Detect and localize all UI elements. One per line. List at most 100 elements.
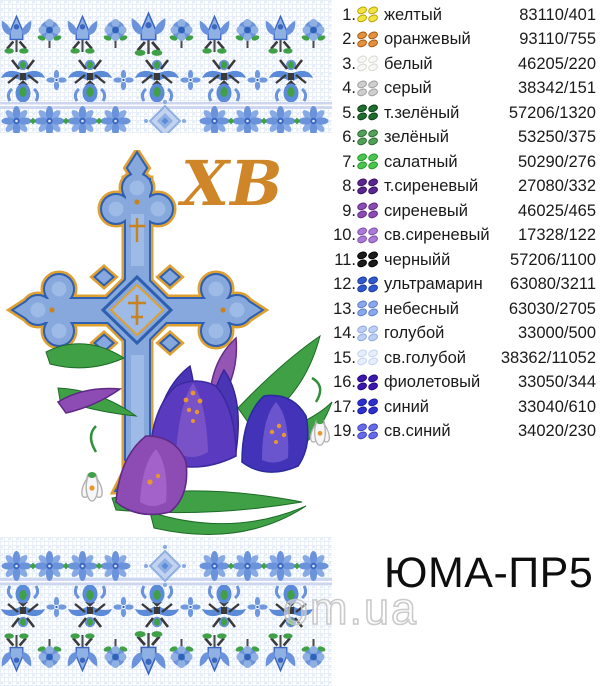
cross-and-flowers-art: [0, 150, 333, 535]
legend-number: 19.: [333, 422, 356, 441]
top-border-svg: [0, 0, 332, 133]
bead-swatch: [356, 348, 379, 367]
bead-swatch: [356, 275, 379, 293]
bead: [367, 79, 379, 89]
legend-bead-code: 93110/755: [519, 30, 596, 49]
legend-row: 3. белый 46205/220: [330, 52, 598, 77]
bead: [367, 234, 379, 244]
legend-row: 13. небесный 63030/2705: [330, 297, 598, 322]
legend-number: 9.: [342, 201, 356, 220]
legend-number: 12.: [333, 275, 356, 294]
legend-number: 5.: [342, 103, 356, 122]
legend-color-name: св.сиреневый: [384, 226, 490, 245]
legend-color-name: оранжевый: [384, 30, 471, 49]
legend-bead-code: 53250/375: [518, 128, 596, 147]
legend-number: 10.: [333, 226, 356, 245]
bead: [356, 356, 368, 367]
legend-color-name: ультрамарин: [384, 275, 483, 294]
legend-bead-code: 33050/344: [518, 373, 596, 392]
legend-bead-code: 38342/151: [518, 79, 596, 98]
bead: [356, 30, 368, 40]
legend-bead-code: 33040/610: [518, 397, 596, 416]
legend-row: 15. св.голубой 38362/11052: [330, 346, 598, 371]
legend-number: 16.: [333, 373, 356, 392]
bead: [356, 275, 368, 285]
bead: [356, 381, 368, 391]
bead: [367, 128, 379, 138]
bead: [367, 111, 379, 122]
legend-row: 19. св.синий 34020/230: [330, 420, 598, 445]
legend-number: 15.: [333, 348, 356, 367]
bead-swatch: [356, 373, 379, 391]
bead: [356, 128, 368, 138]
bead: [367, 87, 379, 97]
watermark: om.ua: [282, 582, 419, 635]
legend-bead-code: 38362/11052: [500, 348, 596, 367]
legend-row: 4. серый 38342/151: [330, 77, 598, 102]
crocus-right: [241, 394, 309, 473]
legend-color-name: небесный: [384, 299, 459, 318]
bead: [367, 324, 379, 334]
legend-color-name: св.синий: [384, 422, 451, 441]
legend-bead-code: 63030/2705: [508, 299, 596, 318]
bead-swatch: [356, 128, 379, 146]
bead: [367, 160, 379, 171]
legend-number: 7.: [342, 152, 356, 171]
legend-row: 12. ультрамарин 63080/3211: [330, 273, 598, 298]
legend-color-name: голубой: [384, 324, 445, 343]
legend-number: 13.: [333, 299, 356, 318]
bead: [367, 30, 379, 40]
bead-color-legend: 1. желтый 83110/401 2. оранжевый 93110/7…: [330, 3, 598, 444]
bead: [356, 430, 368, 440]
bead: [367, 430, 379, 440]
bead: [367, 381, 379, 391]
bead: [367, 226, 379, 236]
legend-bead-code: 50290/276: [518, 152, 596, 171]
legend-number: 4.: [342, 79, 356, 98]
legend-bead-code: 83110/401: [519, 5, 596, 24]
legend-row: 10. св.сиреневый 17328/122: [330, 224, 598, 249]
bead: [367, 422, 379, 432]
bead: [367, 185, 379, 195]
legend-row: 11. черныйй 57206/1100: [330, 248, 598, 273]
legend-number: 2.: [342, 30, 356, 49]
legend-row: 16. фиолетовый 33050/344: [330, 371, 598, 396]
bead: [356, 307, 368, 318]
bead: [367, 405, 379, 416]
legend-bead-code: 63080/3211: [510, 275, 596, 294]
bead: [367, 258, 379, 269]
legend-row: 14. голубой 33000/500: [330, 322, 598, 347]
legend-row: 6. зелёный 53250/375: [330, 126, 598, 151]
bead: [356, 160, 368, 171]
legend-row: 5. т.зелёный 57206/1320: [330, 101, 598, 126]
legend-color-name: салатный: [384, 152, 458, 171]
legend-bead-code: 57206/1320: [508, 103, 596, 122]
bead: [356, 185, 368, 195]
legend-bead-code: 34020/230: [518, 422, 596, 441]
bead: [356, 209, 368, 220]
bead: [367, 332, 379, 342]
legend-number: 6.: [342, 128, 356, 147]
snowdrop-stems: [89, 376, 322, 453]
legend-color-name: сиреневый: [384, 201, 468, 220]
bead-swatch: [356, 226, 379, 244]
bead: [356, 87, 368, 97]
bead-swatch: [356, 79, 379, 97]
bead: [356, 177, 368, 187]
bead: [356, 373, 368, 383]
bead: [356, 258, 368, 269]
pattern-code-title: ЮМА-ПР5: [384, 549, 594, 597]
legend-bead-code: 46025/465: [518, 201, 596, 220]
bead: [367, 283, 379, 293]
crocus-left: [115, 435, 188, 516]
bead: [367, 13, 379, 24]
legend-bead-code: 46205/220: [518, 54, 596, 73]
bead-swatch: [356, 397, 379, 416]
bead: [356, 79, 368, 89]
legend-number: 8.: [342, 177, 356, 196]
legend-color-name: т.сиреневый: [384, 177, 479, 196]
bead: [356, 332, 368, 342]
legend-number: 3.: [342, 54, 356, 73]
bead: [367, 356, 379, 367]
bead: [367, 307, 379, 318]
